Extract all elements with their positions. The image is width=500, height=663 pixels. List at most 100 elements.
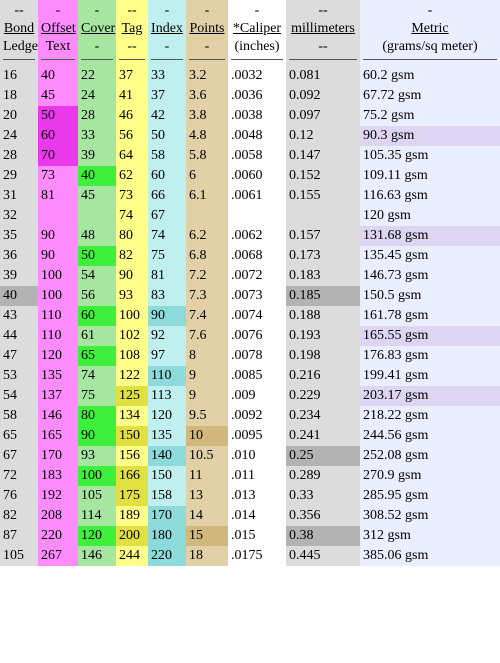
cell-points: 3.8 — [186, 106, 228, 126]
cell-bond: 31 — [0, 186, 38, 206]
table-row: 10526714624422018.01750.445385.06 gsm — [0, 546, 500, 566]
table-row: 4411061102927.6.00760.193165.55 gsm — [0, 326, 500, 346]
cell-cover: 90 — [78, 426, 116, 446]
cell-points: 18 — [186, 546, 228, 566]
cell-metric: 161.78 gsm — [360, 306, 500, 326]
cell-points: 14 — [186, 506, 228, 526]
cell-metric: 270.9 gsm — [360, 466, 500, 486]
cell-points: 13 — [186, 486, 228, 506]
cell-mm: 0.25 — [286, 446, 360, 466]
cell-caliper: .0095 — [228, 426, 286, 446]
cell-points: 10 — [186, 426, 228, 446]
cell-points: 6.1 — [186, 186, 228, 206]
cell-cover: 33 — [78, 126, 116, 146]
cell-index: 113 — [148, 386, 186, 406]
cell-bond: 58 — [0, 406, 38, 426]
cell-index: 81 — [148, 266, 186, 286]
table-row: 8722012020018015.0150.38312 gsm — [0, 526, 500, 546]
header-underline — [189, 59, 225, 60]
cell-offset: 40 — [38, 66, 78, 86]
cell-metric: 199.41 gsm — [360, 366, 500, 386]
table-body: 16402237333.2.00320.08160.2 gsm184524413… — [0, 66, 500, 566]
cell-metric: 109.11 gsm — [360, 166, 500, 186]
cell-metric: 75.2 gsm — [360, 106, 500, 126]
cell-tag: 82 — [116, 246, 148, 266]
cell-bond: 39 — [0, 266, 38, 286]
cell-tag: 64 — [116, 146, 148, 166]
cell-offset: 135 — [38, 366, 78, 386]
cell-index: 58 — [148, 146, 186, 166]
table-header-row: --BondLedger-OffsetText-Cover---Tag---In… — [0, 0, 500, 66]
cell-caliper: .014 — [228, 506, 286, 526]
cell-offset: 110 — [38, 306, 78, 326]
header-line: - — [189, 2, 225, 20]
cell-metric: 150.5 gsm — [360, 286, 500, 306]
cell-points: 7.3 — [186, 286, 228, 306]
header-line: (inches) — [231, 38, 283, 56]
cell-caliper: .010 — [228, 446, 286, 466]
header-line: millimeters — [289, 20, 357, 38]
cell-bond: 24 — [0, 126, 38, 146]
cell-offset: 90 — [38, 246, 78, 266]
cell-mm: 0.188 — [286, 306, 360, 326]
table-row: 7218310016615011.0110.289270.9 gsm — [0, 466, 500, 486]
header-line: -- — [289, 38, 357, 56]
cell-bond: 65 — [0, 426, 38, 446]
header-underline — [231, 59, 283, 60]
cell-index: 60 — [148, 166, 186, 186]
cell-tag: 244 — [116, 546, 148, 566]
cell-bond: 18 — [0, 86, 38, 106]
cell-metric: 60.2 gsm — [360, 66, 500, 86]
cell-index: 42 — [148, 106, 186, 126]
cell-caliper: .0062 — [228, 226, 286, 246]
cell-index: 67 — [148, 206, 186, 226]
header-underline — [289, 59, 357, 60]
cell-tag: 189 — [116, 506, 148, 526]
cell-metric: 131.68 gsm — [360, 226, 500, 246]
cell-points: 9.5 — [186, 406, 228, 426]
cell-bond: 67 — [0, 446, 38, 466]
cell-mm: 0.356 — [286, 506, 360, 526]
table-row: 4712065108978.00780.198176.83 gsm — [0, 346, 500, 366]
cell-mm: 0.445 — [286, 546, 360, 566]
header-offset: -OffsetText — [38, 0, 78, 66]
cell-tag: 100 — [116, 306, 148, 326]
cell-metric: 203.17 gsm — [360, 386, 500, 406]
cell-mm: 0.157 — [286, 226, 360, 246]
cell-index: 158 — [148, 486, 186, 506]
cell-tag: 166 — [116, 466, 148, 486]
cell-metric: 312 gsm — [360, 526, 500, 546]
cell-tag: 134 — [116, 406, 148, 426]
header-line: - — [151, 38, 183, 56]
cell-bond: 82 — [0, 506, 38, 526]
cell-metric: 67.72 gsm — [360, 86, 500, 106]
cell-bond: 53 — [0, 366, 38, 386]
cell-index: 140 — [148, 446, 186, 466]
header-line: -- — [119, 2, 145, 20]
cell-caliper: .0085 — [228, 366, 286, 386]
cell-bond: 16 — [0, 66, 38, 86]
header-line: -- — [3, 2, 35, 20]
cell-metric: 135.45 gsm — [360, 246, 500, 266]
header-line: Bond — [3, 20, 35, 38]
cell-mm — [286, 206, 360, 226]
table-row: 8220811418917014.0140.356308.52 gsm — [0, 506, 500, 526]
cell-offset — [38, 206, 78, 226]
cell-points — [186, 206, 228, 226]
header-cover: -Cover- — [78, 0, 116, 66]
cell-mm: 0.241 — [286, 426, 360, 446]
cell-metric: 218.22 gsm — [360, 406, 500, 426]
cell-points: 9 — [186, 386, 228, 406]
cell-cover: 93 — [78, 446, 116, 466]
cell-cover: 74 — [78, 366, 116, 386]
table-row: 28703964585.8.00580.147105.35 gsm — [0, 146, 500, 166]
cell-index: 74 — [148, 226, 186, 246]
cell-tag: 73 — [116, 186, 148, 206]
cell-offset: 50 — [38, 106, 78, 126]
header-line: Index — [151, 20, 183, 38]
table-row: 20502846423.8.00380.09775.2 gsm — [0, 106, 500, 126]
cell-index: 90 — [148, 306, 186, 326]
cell-offset: 45 — [38, 86, 78, 106]
cell-caliper: .0058 — [228, 146, 286, 166]
cell-points: 3.6 — [186, 86, 228, 106]
